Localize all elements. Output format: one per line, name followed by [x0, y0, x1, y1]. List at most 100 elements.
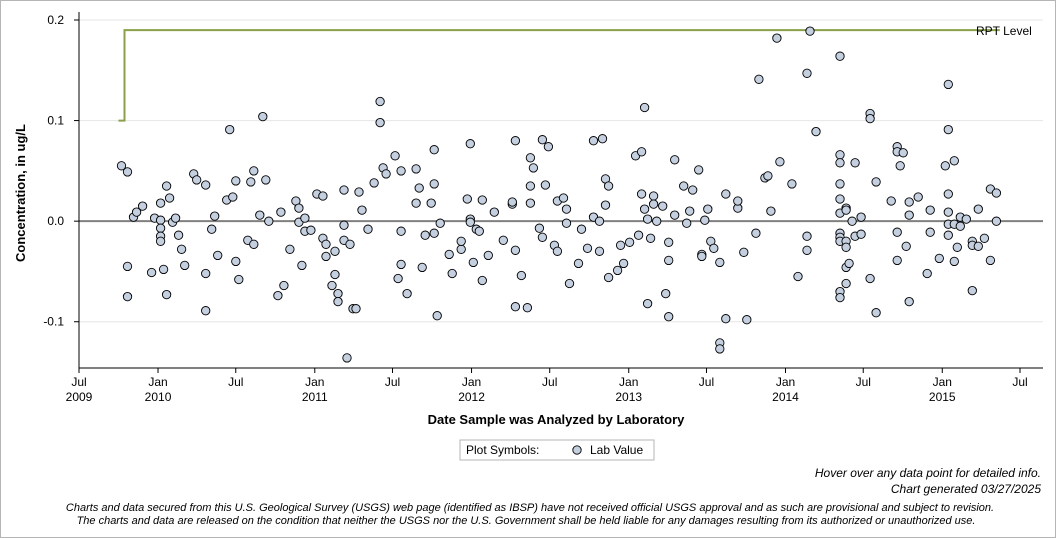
- lab-value-point-170[interactable]: [670, 155, 680, 165]
- lab-value-point-2[interactable]: [122, 261, 133, 272]
- lab-value-point-97[interactable]: [435, 218, 445, 228]
- lab-value-point-191[interactable]: [742, 315, 752, 325]
- lab-value-point-86[interactable]: [402, 288, 412, 299]
- lab-value-point-207[interactable]: [835, 150, 845, 160]
- lab-value-point-148[interactable]: [603, 272, 614, 283]
- lab-value-point-233[interactable]: [871, 308, 881, 318]
- lab-value-point-257[interactable]: [949, 156, 959, 166]
- lab-value-point-110[interactable]: [477, 275, 487, 286]
- lab-value-point-252[interactable]: [943, 124, 953, 135]
- lab-value-point-16[interactable]: [161, 289, 172, 300]
- lab-value-point-152[interactable]: [624, 237, 635, 247]
- lab-value-point-268[interactable]: [973, 241, 983, 251]
- lab-value-point-112[interactable]: [489, 207, 499, 217]
- lab-value-point-98[interactable]: [444, 249, 454, 260]
- lab-value-point-47[interactable]: [279, 280, 289, 291]
- lab-value-point-72[interactable]: [351, 304, 361, 314]
- lab-value-point-76[interactable]: [369, 178, 379, 188]
- lab-value-point-119[interactable]: [516, 270, 527, 281]
- lab-value-point-161[interactable]: [645, 233, 656, 243]
- lab-value-point-92[interactable]: [426, 198, 436, 208]
- lab-value-point-103[interactable]: [465, 139, 475, 149]
- lab-value-point-198[interactable]: [775, 157, 785, 167]
- lab-value-point-33[interactable]: [228, 192, 238, 202]
- lab-value-point-195[interactable]: [763, 171, 773, 181]
- lab-value-point-142[interactable]: [594, 216, 605, 226]
- lab-value-point-60[interactable]: [321, 251, 331, 262]
- lab-value-point-50[interactable]: [294, 203, 304, 213]
- lab-value-point-42[interactable]: [258, 111, 268, 122]
- lab-value-point-91[interactable]: [420, 230, 430, 240]
- lab-value-point-151[interactable]: [618, 258, 629, 269]
- lab-value-point-122[interactable]: [525, 181, 536, 191]
- lab-value-point-102[interactable]: [462, 194, 472, 204]
- lab-value-point-117[interactable]: [510, 245, 521, 255]
- lab-value-point-210[interactable]: [835, 194, 845, 204]
- lab-value-point-222[interactable]: [841, 278, 851, 289]
- lab-value-point-157[interactable]: [639, 102, 650, 113]
- lab-value-point-200[interactable]: [793, 271, 803, 282]
- lab-value-point-166[interactable]: [661, 288, 671, 299]
- lab-value-point-101[interactable]: [456, 236, 466, 246]
- lab-value-point-111[interactable]: [483, 250, 493, 261]
- lab-value-point-45[interactable]: [273, 290, 283, 301]
- lab-value-point-174[interactable]: [685, 206, 695, 216]
- lab-value-point-85[interactable]: [396, 259, 406, 270]
- lab-value-point-245[interactable]: [913, 192, 923, 202]
- lab-value-point-256[interactable]: [943, 230, 953, 240]
- lab-value-point-64[interactable]: [333, 288, 343, 299]
- lab-value-point-29[interactable]: [210, 211, 220, 221]
- lab-value-point-144[interactable]: [597, 134, 608, 144]
- lab-value-point-182[interactable]: [709, 243, 719, 253]
- lab-value-point-154[interactable]: [633, 230, 644, 240]
- lab-value-point-218[interactable]: [841, 205, 851, 215]
- lab-value-point-82[interactable]: [393, 273, 403, 284]
- lab-value-point-158[interactable]: [639, 204, 650, 214]
- lab-value-point-260[interactable]: [952, 242, 962, 252]
- lab-value-point-22[interactable]: [180, 260, 190, 271]
- lab-value-point-241[interactable]: [901, 241, 911, 251]
- lab-value-point-162[interactable]: [648, 191, 659, 201]
- lab-value-point-32[interactable]: [225, 124, 235, 135]
- lab-value-point-224[interactable]: [847, 216, 857, 226]
- lab-value-point-121[interactable]: [525, 153, 536, 163]
- lab-value-point-247[interactable]: [925, 205, 935, 215]
- lab-value-point-254[interactable]: [943, 207, 953, 217]
- lab-value-point-138[interactable]: [576, 224, 587, 234]
- lab-value-point-26[interactable]: [201, 268, 211, 279]
- lab-value-point-197[interactable]: [772, 33, 782, 43]
- lab-value-point-253[interactable]: [943, 189, 953, 199]
- lab-value-point-90[interactable]: [417, 262, 427, 273]
- lab-value-point-143[interactable]: [594, 246, 605, 256]
- lab-value-point-59[interactable]: [321, 239, 331, 249]
- lab-value-point-80[interactable]: [381, 169, 391, 179]
- lab-value-point-185[interactable]: [715, 344, 725, 354]
- lab-value-point-83[interactable]: [396, 166, 406, 176]
- lab-value-point-251[interactable]: [943, 79, 953, 90]
- lab-value-point-267[interactable]: [973, 204, 983, 214]
- lab-value-point-94[interactable]: [429, 179, 439, 189]
- lab-value-point-96[interactable]: [432, 311, 442, 321]
- lab-value-point-220[interactable]: [841, 242, 851, 252]
- lab-value-point-21[interactable]: [176, 244, 187, 254]
- lab-value-point-46[interactable]: [276, 207, 286, 217]
- lab-value-point-136[interactable]: [564, 278, 575, 289]
- lab-value-point-167[interactable]: [664, 237, 674, 247]
- lab-value-point-139[interactable]: [582, 243, 593, 253]
- lab-value-point-272[interactable]: [991, 188, 1002, 198]
- lab-value-point-48[interactable]: [285, 244, 295, 254]
- lab-value-point-178[interactable]: [697, 251, 707, 262]
- lab-value-point-273[interactable]: [991, 216, 1002, 226]
- lab-value-point-108[interactable]: [474, 226, 484, 236]
- lab-value-point-118[interactable]: [510, 302, 521, 312]
- lab-value-point-180[interactable]: [703, 204, 713, 214]
- lab-value-point-192[interactable]: [751, 228, 761, 238]
- lab-value-point-208[interactable]: [835, 158, 845, 168]
- lab-value-point-74[interactable]: [357, 205, 367, 215]
- lab-value-point-113[interactable]: [498, 235, 508, 245]
- lab-value-point-271[interactable]: [985, 255, 996, 266]
- lab-value-point-109[interactable]: [477, 195, 487, 205]
- lab-value-point-36[interactable]: [234, 274, 244, 285]
- lab-value-point-149[interactable]: [612, 265, 623, 276]
- lab-value-point-70[interactable]: [345, 239, 355, 249]
